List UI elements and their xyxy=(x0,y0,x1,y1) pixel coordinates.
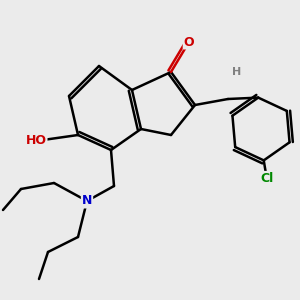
Text: O: O xyxy=(184,35,194,49)
Text: H: H xyxy=(232,67,242,77)
Text: HO: HO xyxy=(26,134,46,148)
Text: N: N xyxy=(82,194,92,208)
Text: Cl: Cl xyxy=(260,172,273,185)
